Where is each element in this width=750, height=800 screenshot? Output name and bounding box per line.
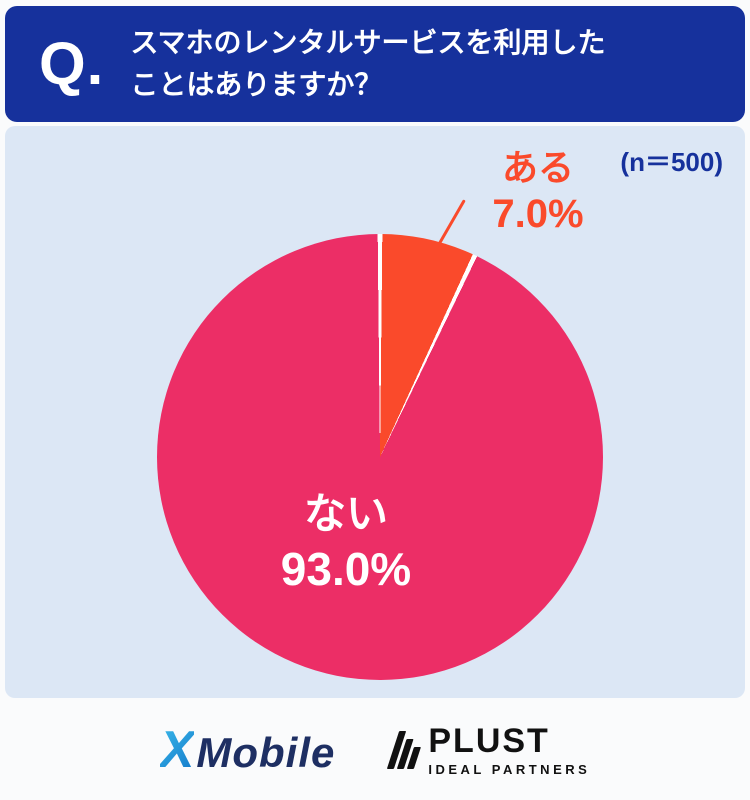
plust-wordmark: PLUST IDEAL PARTNERS: [428, 724, 590, 777]
xmobile-x-icon: X: [159, 720, 195, 779]
slice-label-nai-group: ない 93.0%: [123, 488, 569, 598]
question-header: Q. スマホのレンタルサービスを利用した ことはありますか？: [5, 6, 745, 122]
slice-label-aru: ある: [501, 147, 574, 188]
xmobile-logo: X Mobile: [160, 724, 336, 777]
plust-mark-icon: [387, 731, 426, 769]
plust-subtitle: IDEAL PARTNERS: [428, 761, 591, 777]
question-line-2: ことはありますか？: [130, 69, 383, 100]
plust-logo: PLUST IDEAL PARTNERS: [387, 724, 590, 777]
slice-value-aru: 7.0%: [492, 191, 584, 236]
plust-name: PLUST: [428, 721, 550, 760]
slice-label-nai: ない: [303, 490, 388, 538]
pie-chart-card: (n＝500) ある 7.0% ない 93.0%: [5, 126, 745, 698]
question-line-1: スマホのレンタルサービスを利用した: [130, 27, 606, 58]
xmobile-wordmark: Mobile: [196, 728, 336, 776]
slice-callout-aru: ある 7.0%: [473, 148, 603, 236]
question-text: スマホのレンタルサービスを利用した ことはありますか？: [130, 22, 605, 106]
slice-value-nai: 93.0%: [280, 542, 412, 595]
pie-chart: ない 93.0%: [157, 234, 603, 680]
q-mark: Q.: [39, 30, 105, 97]
logo-footer: X Mobile PLUST IDEAL PARTNERS: [0, 700, 750, 800]
sample-size-label: (n＝500): [620, 147, 723, 177]
